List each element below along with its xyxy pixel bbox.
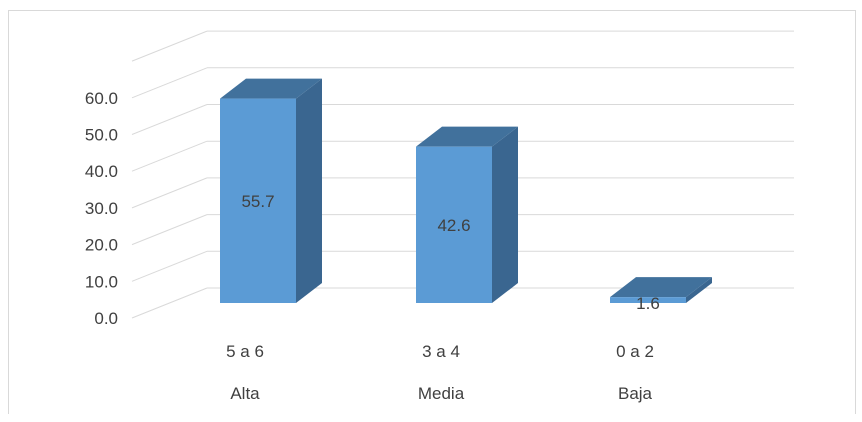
y-tick-label: 60.0: [85, 89, 118, 108]
y-tick-label: 50.0: [85, 126, 118, 145]
gridline-depth: [131, 177, 208, 209]
gridline-depth: [131, 214, 208, 246]
bar-top: [220, 78, 322, 99]
bar-side: [492, 126, 518, 304]
bar-top: [610, 277, 712, 298]
x-group-label: Baja: [618, 384, 653, 403]
gridline-depth: [131, 287, 208, 319]
x-category-label: 3 a 4: [422, 342, 460, 361]
y-tick-label: 10.0: [85, 272, 118, 291]
bar-value-label: 42.6: [437, 216, 470, 235]
x-category-label: 0 a 2: [616, 342, 654, 361]
bar-side: [296, 78, 322, 304]
y-tick-label: 20.0: [85, 236, 118, 255]
x-group-label: Media: [418, 384, 465, 403]
bar: [610, 297, 686, 303]
y-tick-label: 0.0: [94, 309, 118, 328]
gridline-depth: [131, 250, 208, 282]
bar: [416, 146, 492, 303]
bar-side: [686, 277, 712, 303]
bar: [220, 98, 296, 304]
bar-top: [416, 126, 518, 147]
y-tick-label: 30.0: [85, 199, 118, 218]
gridline-depth: [131, 67, 208, 99]
bar-value-label: 1.6: [636, 294, 660, 313]
y-tick-label: 40.0: [85, 162, 118, 181]
gridline-depth: [131, 30, 208, 62]
gridline-depth: [131, 140, 208, 172]
x-group-label: Alta: [230, 384, 260, 403]
gridline-depth: [131, 104, 208, 135]
chart-frame: [8, 10, 856, 414]
bar-value-label: 55.7: [241, 192, 274, 211]
x-category-label: 5 a 6: [226, 342, 264, 361]
